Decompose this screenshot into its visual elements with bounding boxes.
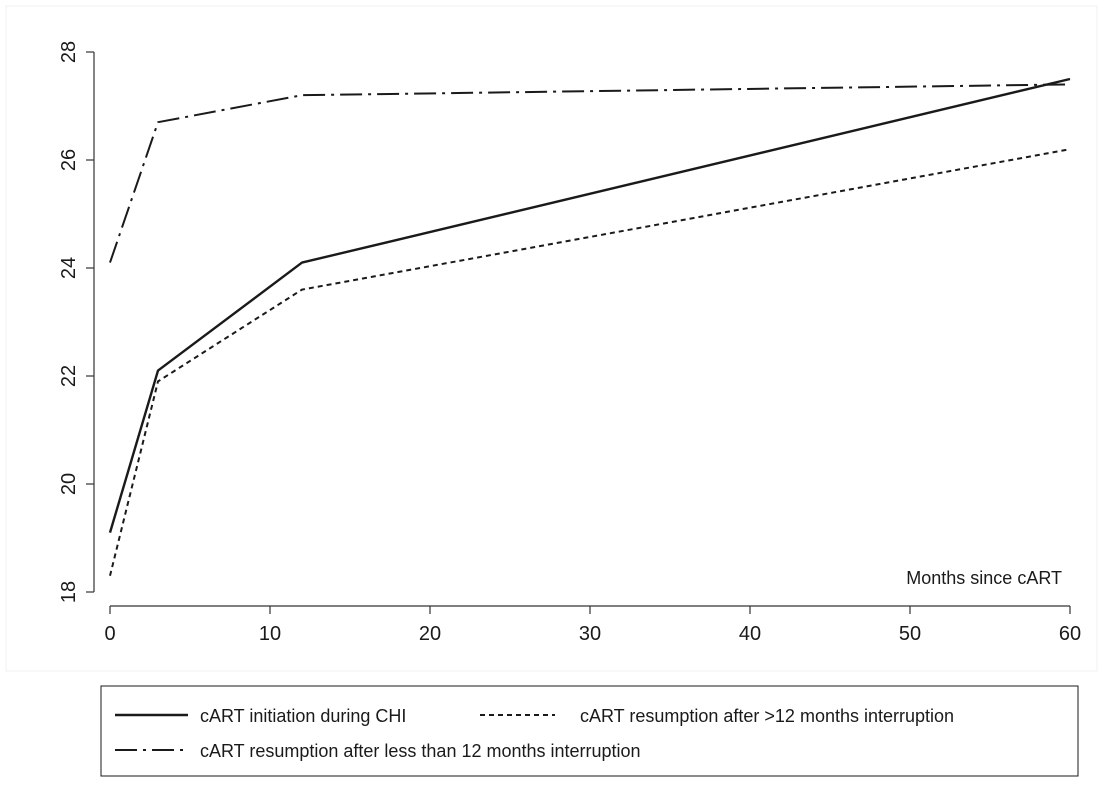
series-line-2: [109, 148, 1071, 577]
axes: 0 10 20 30 40 50 60 18 20 22 24 26 28: [58, 41, 1081, 645]
plot-frame: [5, 5, 1098, 672]
series-layer: [108, 77, 1071, 577]
y-tick-label-26: 26: [58, 149, 80, 171]
x-tick-label-30: 30: [579, 623, 601, 645]
x-tick-label-10: 10: [259, 623, 281, 645]
legend-label-series-2: cART resumption after >12 months interru…: [580, 706, 954, 726]
x-tick-label-40: 40: [739, 623, 761, 645]
x-tick-label-60: 60: [1059, 623, 1081, 645]
y-tick-label-24: 24: [58, 257, 80, 279]
x-tick-label-50: 50: [899, 623, 921, 645]
legend-box: [100, 685, 1079, 777]
x-tick-label-20: 20: [419, 623, 441, 645]
y-tick-label-28: 28: [58, 41, 80, 63]
annotation-text: Months since cART: [906, 568, 1062, 588]
series-line-3: [109, 83, 1071, 263]
legend-label-series-3: cART resumption after less than 12 month…: [200, 741, 641, 761]
x-tick-label-0: 0: [104, 623, 115, 645]
series-line-1: [108, 77, 1071, 533]
legend: cART initiation during CHI cART resumpti…: [100, 685, 1079, 777]
y-tick-label-18: 18: [58, 581, 80, 603]
legend-label-series-1: cART initiation during CHI: [200, 706, 406, 726]
y-tick-label-22: 22: [58, 365, 80, 387]
y-tick-label-20: 20: [58, 473, 80, 495]
